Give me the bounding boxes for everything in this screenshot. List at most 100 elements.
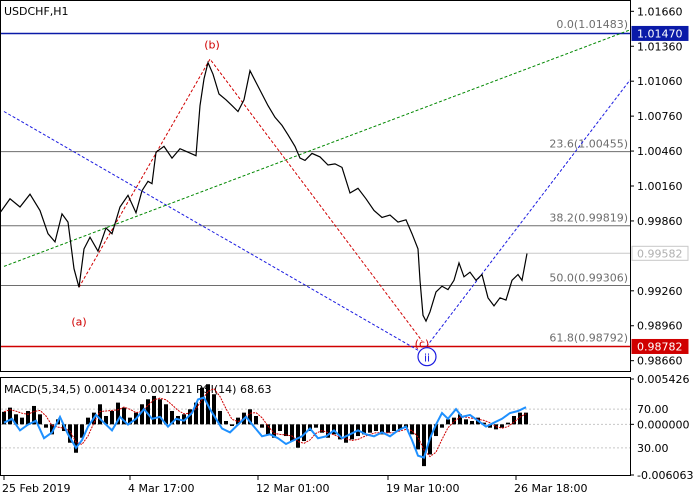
macd-bar-35 xyxy=(212,394,216,425)
level-tag-0 xyxy=(631,25,689,41)
fib-label-3: 50.0(0.99306) xyxy=(549,271,628,284)
macd-bar-87 xyxy=(524,412,528,425)
macd-bar-36 xyxy=(218,410,222,425)
wave-circle-label: ii xyxy=(424,352,430,365)
x-tick-label-0: 25 Feb 2019 xyxy=(2,482,70,495)
wave-label-0: (a) xyxy=(71,316,86,329)
y-tick-label-3: 1.00760 xyxy=(637,110,683,123)
macd-bar-61 xyxy=(368,424,372,433)
macd-bar-84 xyxy=(506,422,510,425)
axis-layer: 1.01660 1.01360 1.01060 1.00760 1.00460 1.001… xyxy=(2,5,693,495)
level-tag-label-3: 0.99582 xyxy=(637,247,683,260)
macd-bar-50 xyxy=(302,424,306,442)
macd-bar-41 xyxy=(248,409,252,425)
macd-bar-3 xyxy=(20,417,24,425)
macd-bar-72 xyxy=(434,424,438,437)
macd-bar-62 xyxy=(374,424,378,432)
macd-bar-28 xyxy=(170,410,174,425)
fib-label-1: 23.6(1.00455) xyxy=(549,138,628,151)
rsi-tick-label-1: 30.00 xyxy=(637,442,669,455)
macd-bar-64 xyxy=(386,424,390,433)
level-tag-label-0: 1.01470 xyxy=(637,27,683,40)
price-panel-frame xyxy=(0,0,631,372)
macd-bar-2 xyxy=(14,414,18,425)
macd-bar-21 xyxy=(128,417,132,425)
macd-bar-44 xyxy=(266,424,270,435)
macd-bar-57 xyxy=(344,424,348,443)
macd-bar-65 xyxy=(392,424,396,432)
macd-bar-0 xyxy=(2,411,6,425)
macd-bar-1 xyxy=(8,407,12,425)
macd-bar-24 xyxy=(146,399,150,425)
macd-bar-13 xyxy=(80,424,84,438)
macd-bar-8 xyxy=(50,424,54,435)
y-tick-label-8: 0.98960 xyxy=(637,320,683,333)
macd-bar-42 xyxy=(254,415,258,425)
macd-bar-66 xyxy=(398,424,402,430)
level-tag-5 xyxy=(631,338,689,354)
macd-bar-18 xyxy=(110,410,114,425)
macd-bar-63 xyxy=(380,424,384,435)
wave-label-1: (b) xyxy=(204,39,220,52)
chart-title: USDCHF,H1 xyxy=(4,5,69,18)
macd-bar-16 xyxy=(98,404,102,425)
macd-bar-38 xyxy=(230,424,234,427)
macd-bar-6 xyxy=(38,414,42,425)
y-tick-label-5: 1.00160 xyxy=(637,180,683,193)
macd-bar-39 xyxy=(236,417,240,425)
y-tick-label-4: 1.00460 xyxy=(637,145,683,158)
wave-circle-marker xyxy=(417,347,437,367)
macd-bar-86 xyxy=(518,412,522,425)
x-tick-label-1: 4 Mar 17:00 xyxy=(128,482,194,495)
macd-bar-80 xyxy=(482,422,486,425)
macd-bar-32 xyxy=(194,402,198,425)
macd-bar-45 xyxy=(272,424,276,438)
level-tag-label-5: 0.98782 xyxy=(637,340,683,353)
macd-bar-5 xyxy=(32,405,36,425)
macd-bar-74 xyxy=(446,419,450,425)
macd-bar-68 xyxy=(410,424,414,435)
x-tick-label-4: 26 Mar 18:00 xyxy=(514,482,587,495)
macd-bar-25 xyxy=(152,395,156,425)
ind-y-tick-label-2: -0.006063 xyxy=(637,469,693,482)
macd-bar-27 xyxy=(164,404,168,425)
macd-bar-20 xyxy=(122,407,126,425)
macd-bar-60 xyxy=(362,424,366,435)
macd-bar-76 xyxy=(458,414,462,425)
macd-bar-19 xyxy=(116,402,120,425)
macd-bar-37 xyxy=(224,420,228,425)
y-tick-label-7: 0.99260 xyxy=(637,285,683,298)
ind-y-tick-label-0: 0.005426 xyxy=(637,373,690,386)
macd-bar-70 xyxy=(422,424,426,467)
macd-bar-23 xyxy=(140,404,144,425)
macd-bar-48 xyxy=(290,424,294,442)
macd-bar-73 xyxy=(440,424,444,428)
macd-bar-31 xyxy=(188,409,192,425)
x-tick-label-2: 12 Mar 01:00 xyxy=(256,482,329,495)
macd-bar-82 xyxy=(494,424,498,430)
fib-label-2: 38.2(0.99819) xyxy=(549,212,628,225)
macd-bar-58 xyxy=(350,424,354,440)
macd-bar-47 xyxy=(284,424,288,437)
macd-bar-77 xyxy=(464,419,468,425)
fib-label-0: 0.0(1.01483) xyxy=(556,18,628,31)
x-tick-label-3: 19 Mar 10:00 xyxy=(386,482,459,495)
macd-bar-49 xyxy=(296,424,300,448)
price-layer: 0.0(1.01483) 23.6(1.00455) 38.2(0.99819) 50… xyxy=(0,18,631,367)
macd-bar-12 xyxy=(74,424,78,453)
fib-label-4: 61.8(0.98792) xyxy=(549,331,628,344)
macd-bar-81 xyxy=(488,424,492,428)
macd-bar-4 xyxy=(26,410,30,425)
macd-bar-43 xyxy=(260,424,264,428)
macd-bar-56 xyxy=(338,424,342,440)
y-tick-label-1: 1.01360 xyxy=(637,40,683,53)
indicator-layer xyxy=(1,384,630,467)
y-tick-label-6: 0.99860 xyxy=(637,215,683,228)
y-tick-label-9: 0.98660 xyxy=(637,355,683,368)
level-tag-3 xyxy=(631,245,689,261)
macd-bar-75 xyxy=(452,417,456,425)
y-tick-label-2: 1.01060 xyxy=(637,75,683,88)
macd-bar-83 xyxy=(500,424,504,428)
